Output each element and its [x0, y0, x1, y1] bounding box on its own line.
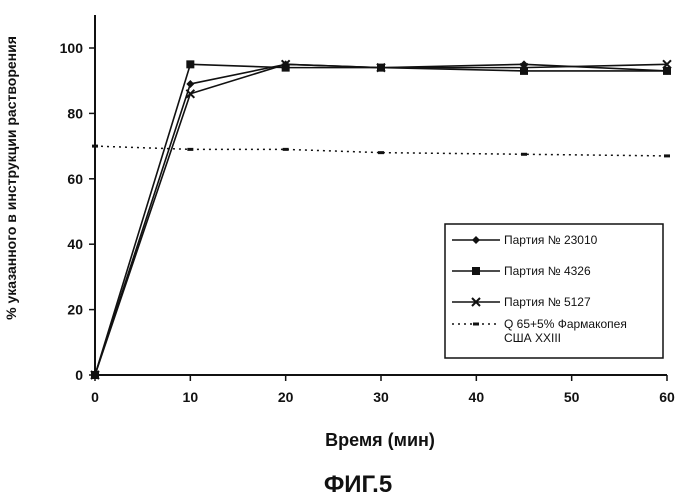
x-axis-title: Время (мин) — [325, 430, 435, 450]
x-tick-label: 40 — [469, 389, 485, 405]
x-tick-label: 10 — [183, 389, 199, 405]
legend-label-line: США XXIII — [504, 331, 561, 345]
y-tick-label: 0 — [75, 367, 83, 383]
y-tick-label: 60 — [67, 171, 83, 187]
figure-caption: ФИГ.5 — [324, 471, 392, 498]
x-tick-label: 20 — [278, 389, 294, 405]
legend-label: Партия № 5127 — [504, 295, 591, 309]
y-axis-title: % указанного в инструкции растворения — [3, 36, 19, 320]
legend-label: Партия № 4326 — [504, 264, 591, 278]
series-line — [95, 146, 667, 156]
data-point-dash — [473, 323, 479, 326]
x-tick-label: 60 — [659, 389, 675, 405]
y-tick-label: 20 — [67, 302, 83, 318]
data-point-diamond — [186, 80, 194, 88]
x-tick-label: 50 — [564, 389, 580, 405]
data-point-square — [472, 267, 480, 275]
legend-label: Партия № 23010 — [504, 233, 598, 247]
data-point-dash — [92, 145, 98, 148]
y-tick-label: 80 — [67, 105, 83, 121]
x-tick-label: 0 — [91, 389, 99, 405]
data-point-dash — [283, 148, 289, 151]
y-tick-label: 40 — [67, 236, 83, 252]
series-4 — [92, 145, 670, 158]
data-point-dash — [521, 153, 527, 156]
data-point-dash — [378, 151, 384, 154]
x-tick-label: 30 — [373, 389, 389, 405]
legend-label-line: Q 65+5% Фармакопея — [504, 317, 627, 331]
legend: Партия № 23010 Партия № 4326 Партия № 5127… — [445, 224, 663, 358]
y-tick-label: 100 — [60, 40, 84, 56]
data-point-dash — [664, 154, 670, 157]
data-point-dash — [187, 148, 193, 151]
data-point-square — [186, 60, 194, 68]
